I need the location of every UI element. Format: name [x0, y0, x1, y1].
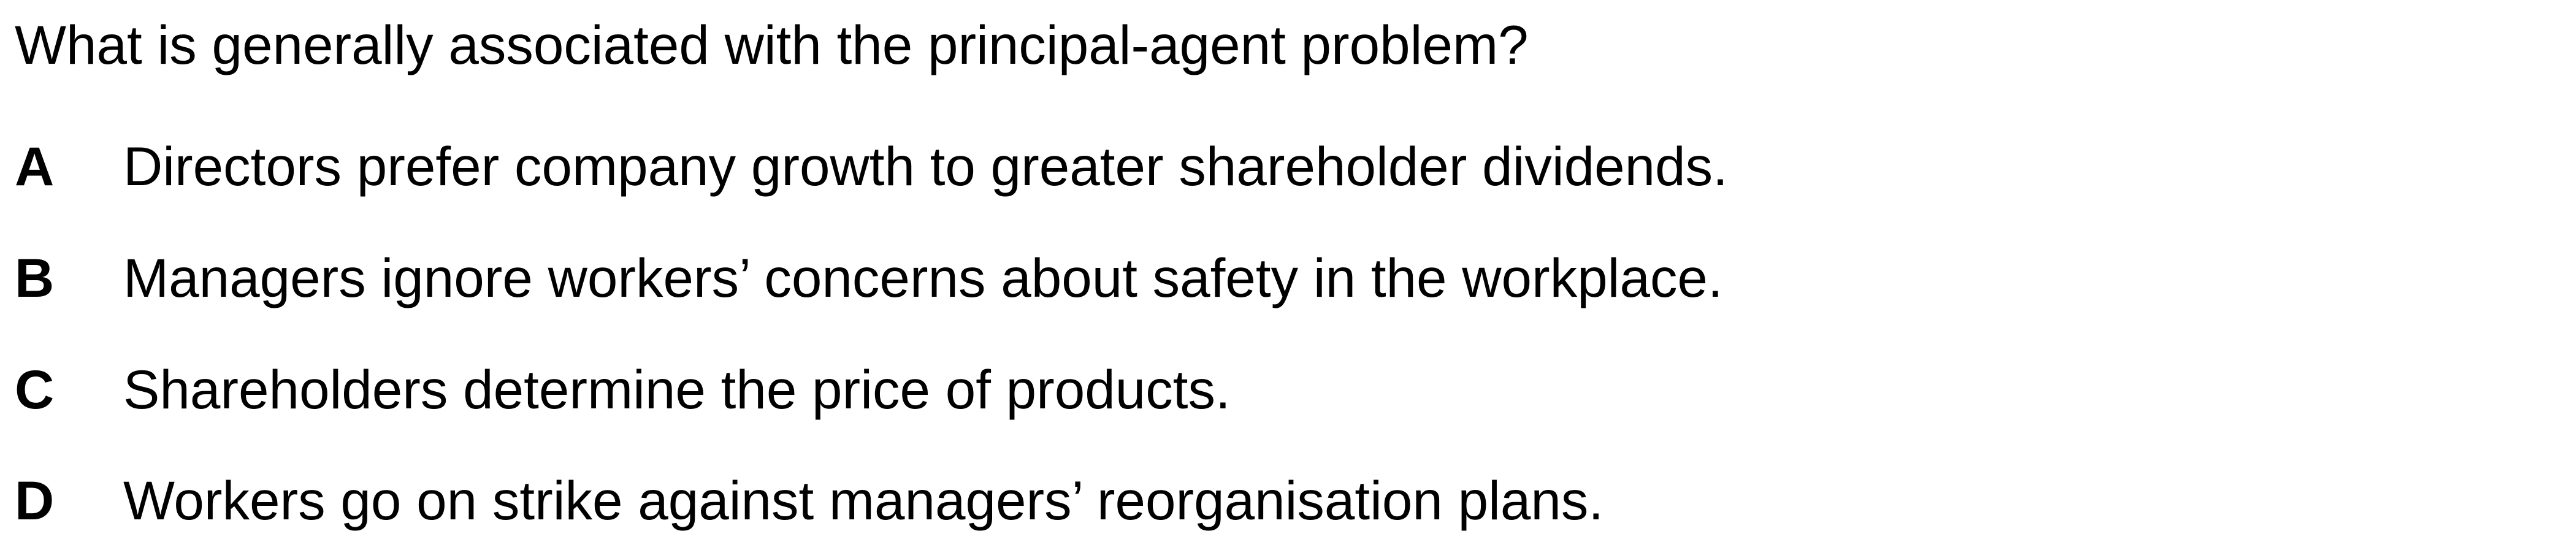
answer-option-d[interactable]: D Workers go on strike against managers’… [15, 460, 1603, 540]
answer-option-a[interactable]: A Directors prefer company growth to gre… [15, 126, 1728, 206]
answer-option-c[interactable]: C Shareholders determine the price of pr… [15, 349, 1231, 429]
option-letter-c: C [15, 359, 55, 420]
option-letter-b: B [15, 247, 55, 308]
option-letter-d: D [15, 470, 55, 531]
option-letter-a: A [15, 136, 55, 197]
option-text-c: Shareholders determine the price of prod… [123, 359, 1231, 420]
question-text: What is generally associated with the pr… [15, 14, 1529, 75]
option-text-a: Directors prefer company growth to great… [123, 136, 1728, 197]
answer-option-b[interactable]: B Managers ignore workers’ concerns abou… [15, 238, 1723, 318]
option-text-d: Workers go on strike against managers’ r… [123, 470, 1604, 531]
option-text-b: Managers ignore workers’ concerns about … [123, 247, 1723, 308]
